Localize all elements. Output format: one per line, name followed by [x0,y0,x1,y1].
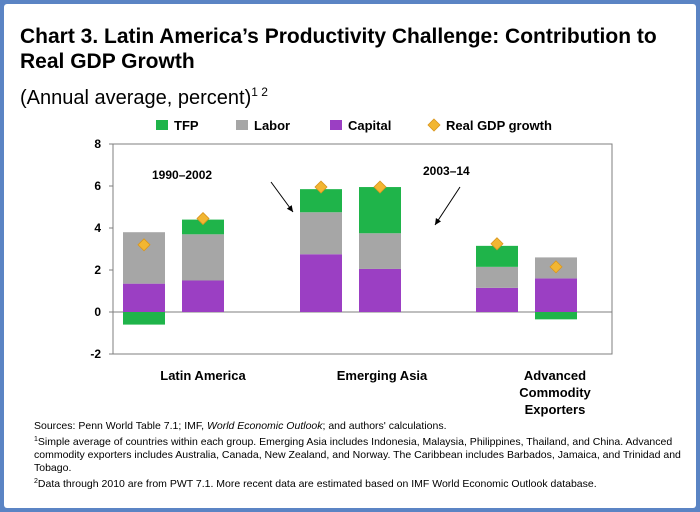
annotation-period-2: 2003–14 [423,164,470,178]
legend-label-1: Labor [254,118,290,133]
group-label: Commodity [519,385,591,400]
chart-notes: Sources: Penn World Table 7.1; IMF, Worl… [34,420,684,491]
bar-capital-0 [123,283,165,312]
sources-note: Sources: Penn World Table 7.1; IMF, Worl… [34,420,684,433]
sources-prefix: Sources: Penn World Table 7.1; IMF, [34,420,207,432]
y-tick-label: -2 [90,347,101,361]
footnote-1-text: Simple average of countries within each … [34,436,681,474]
plot-frame [112,143,613,355]
group-label: Latin America [160,368,246,383]
arrow-period-2-head [435,218,442,225]
sources-suffix: ; and authors' calculations. [322,420,447,432]
y-tick-label: 6 [94,179,101,193]
y-tick-label: 0 [94,305,101,319]
bar-labor-1 [182,234,224,281]
bar-tfp-3 [359,187,401,234]
chart-subtitle: (Annual average, percent)1 2 [20,80,268,110]
gdp-diamond-1 [196,211,210,226]
footnote-2: 2Data through 2010 are from PWT 7.1. Mor… [34,475,684,491]
bar-tfp-2 [300,189,342,213]
bar-tfp-1 [182,219,224,235]
legend-swatch-3 [427,118,441,132]
group-label: Emerging Asia [337,368,428,383]
legend-label-2: Capital [348,118,391,133]
legend-swatch-0 [156,120,168,130]
bar-capital-4 [476,287,518,312]
bar-tfp-5 [535,312,577,320]
gdp-diamond-4 [490,237,504,251]
gdp-diamond-3 [373,180,387,194]
group-label: Exporters [525,402,586,417]
legend-label-3: Real GDP growth [446,118,552,133]
sources-italic: World Economic Outlook [206,420,323,432]
gdp-diamond-5 [549,260,563,274]
group-label: Advanced [524,368,586,383]
slide-background: Chart 3. Latin America’s Productivity Ch… [4,4,696,508]
arrow-period-2-shaft [434,186,461,226]
legend-swatch-2 [330,120,342,130]
bar-capital-5 [535,278,577,312]
annotation-period-1: 1990–2002 [152,168,212,182]
arrow-period-1-head [286,205,293,212]
footnote-2-marker: 2 [34,478,38,485]
legend-swatch-1 [236,120,248,130]
bar-tfp-0 [123,312,165,325]
gdp-diamond-0 [137,238,151,252]
subtitle-footnote-marker: 1 2 [251,85,268,99]
y-tick-label: 8 [94,137,101,151]
bar-capital-1 [182,280,224,312]
y-tick-label: 2 [94,263,101,277]
subtitle-text: (Annual average, percent) [20,87,252,109]
footnote-2-text: Data through 2010 are from PWT 7.1. More… [37,478,597,490]
chart-title: Chart 3. Latin America’s Productivity Ch… [20,25,657,73]
legend-label-0: TFP [174,118,199,133]
bar-tfp-4 [476,245,518,267]
y-tick-label: 4 [94,221,101,235]
footnote-1: 1Simple average of countries within each… [34,433,684,475]
bar-labor-4 [476,266,518,288]
bar-capital-3 [359,268,401,312]
bar-labor-3 [359,233,401,269]
bar-capital-2 [300,254,342,312]
bar-labor-2 [300,212,342,255]
footnote-1-marker: 1 [34,436,38,443]
gdp-diamond-2 [314,180,328,194]
